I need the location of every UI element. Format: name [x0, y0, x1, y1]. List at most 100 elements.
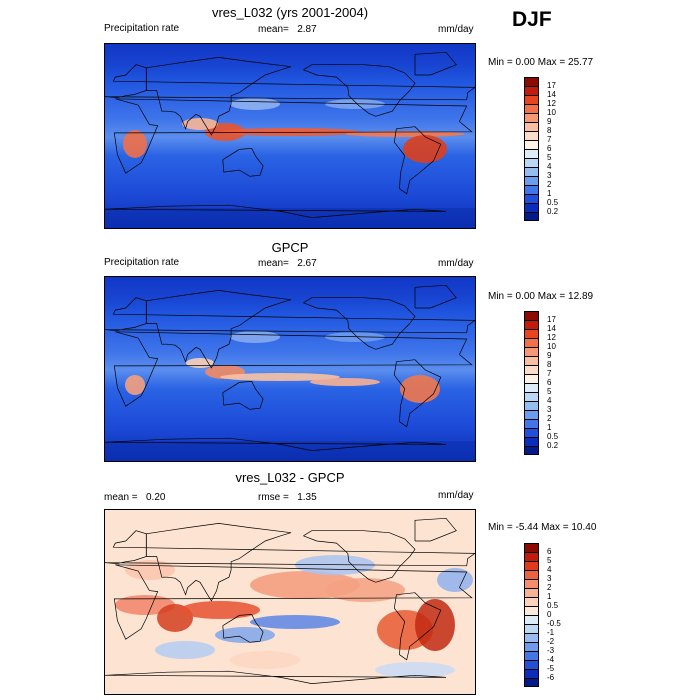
- colorbar-segment: [524, 212, 539, 221]
- panel-1-minmax: Min = 0.00 Max = 25.77: [488, 57, 594, 68]
- colorbar-tick-label: 3: [547, 405, 552, 414]
- colorbar-tick-label: 4: [547, 565, 552, 574]
- colorbar-tick-label: 6: [547, 144, 552, 153]
- coastline: [393, 126, 442, 195]
- colorbar-segment: [524, 419, 539, 428]
- colorbar-segment: [524, 606, 539, 615]
- colorbar-segment: [524, 77, 539, 86]
- colorbar-segment: [524, 347, 539, 356]
- colorbar-segment: [524, 122, 539, 131]
- colorbar-tick-label: 12: [547, 99, 556, 108]
- colorbar-segment: [524, 86, 539, 95]
- colorbar-tick-label: 5: [547, 387, 552, 396]
- colorbar-segment: [524, 104, 539, 113]
- panel-1-mean-label: mean=: [258, 24, 289, 35]
- colorbar-tick-label: 10: [547, 108, 556, 117]
- panel-1-units: mm/day: [438, 24, 474, 35]
- panel-2-mean: mean= 2.67: [258, 258, 317, 269]
- coastline: [105, 670, 447, 684]
- colorbar-tick-label: 4: [547, 396, 552, 405]
- colorbar-segment: [524, 588, 539, 597]
- colorbar-tick-label: 8: [547, 126, 552, 135]
- colorbar-tick-label: 9: [547, 117, 552, 126]
- colorbar-tick-label: 6: [547, 547, 552, 556]
- colorbar-segment: [524, 615, 539, 624]
- colorbar-segment: [524, 320, 539, 329]
- coastline: [105, 204, 447, 218]
- colorbar-segment: [524, 624, 539, 633]
- colorbar-segment: [524, 410, 539, 419]
- panel-2-variable-label: Precipitation rate: [104, 257, 180, 268]
- coastline: [222, 381, 264, 410]
- colorbar-tick-label: 1: [547, 189, 552, 198]
- colorbar-segment: [524, 383, 539, 392]
- colorbar-tick-label: 2: [547, 414, 552, 423]
- colorbar-segment: [524, 158, 539, 167]
- colorbar-tick-label: 0.5: [547, 432, 559, 441]
- model-map-canvas: [105, 44, 475, 228]
- panel-1-mean: mean= 2.87: [258, 24, 317, 35]
- panel-3-title: vres_L032 - GPCP: [235, 470, 345, 485]
- colorbar-tick-label: 0: [547, 610, 552, 619]
- colorbar-segment: [524, 633, 539, 642]
- colorbar-segment: [524, 678, 539, 687]
- colorbar-segment: [524, 167, 539, 176]
- colorbar-tick-label: 0.5: [547, 198, 559, 207]
- colorbar-segment: [524, 579, 539, 588]
- coastline: [222, 614, 264, 643]
- panel-1-map: [104, 43, 476, 229]
- colorbar-tick-label: 10: [547, 342, 556, 351]
- colorbar-tick-label: -5: [547, 664, 555, 673]
- colorbar-tick-label: 7: [547, 135, 552, 144]
- colorbar-segment: [524, 140, 539, 149]
- panel-2-minmax: Min = 0.00 Max = 12.89: [488, 291, 594, 302]
- colorbar-tick-label: -4: [547, 655, 555, 664]
- colorbar-tick-label: 4: [547, 162, 552, 171]
- panel-2-colorbar: [524, 311, 539, 455]
- colorbar-segment: [524, 552, 539, 561]
- colorbar-tick-label: 6: [547, 378, 552, 387]
- panel-1-mean-value: 2.87: [297, 24, 317, 35]
- panel-3-colorbar: [524, 543, 539, 687]
- colorbar-tick-label: -3: [547, 646, 555, 655]
- colorbar-segment: [524, 365, 539, 374]
- coastline: [414, 517, 457, 542]
- panel-3-units: mm/day: [438, 490, 474, 501]
- colorbar-tick-label: 2: [547, 180, 552, 189]
- colorbar-tick-label: 1: [547, 592, 552, 601]
- colorbar-tick-label: 2: [547, 583, 552, 592]
- panel-3-mean-label: mean =: [104, 492, 138, 503]
- colorbar-segment: [524, 642, 539, 651]
- colorbar-segment: [524, 669, 539, 678]
- colorbar-tick-label: 14: [547, 324, 556, 333]
- colorbar-segment: [524, 176, 539, 185]
- colorbar-segment: [524, 392, 539, 401]
- coastline: [393, 359, 442, 428]
- colorbar-tick-label: -2: [547, 637, 555, 646]
- panel-2-title: GPCP: [271, 240, 309, 255]
- coastline: [145, 523, 292, 602]
- panel-1-colorbar: [524, 77, 539, 221]
- colorbar-segment: [524, 570, 539, 579]
- colorbar-segment: [524, 113, 539, 122]
- coastline: [414, 284, 457, 309]
- colorbar-segment: [524, 446, 539, 455]
- panel-3-rmse: rmse = 1.35: [258, 492, 317, 503]
- coastline: [414, 51, 457, 76]
- coastline: [113, 331, 473, 407]
- coastline: [393, 592, 442, 661]
- colorbar-segment: [524, 194, 539, 203]
- colorbar-tick-label: 0.5: [547, 601, 559, 610]
- panel-3-mean: mean = 0.20: [104, 492, 165, 503]
- colorbar-tick-label: -0.5: [547, 619, 561, 628]
- colorbar-tick-label: -1: [547, 628, 555, 637]
- panel-3-map: [104, 509, 476, 695]
- panel-3-minmax: Min = -5.44 Max = 10.40: [488, 522, 597, 533]
- coastline: [113, 564, 473, 640]
- colorbar-tick-label: -6: [547, 673, 555, 682]
- colorbar-segment: [524, 428, 539, 437]
- panel-2-mean-value: 2.67: [297, 258, 317, 269]
- diff-map-canvas: [105, 510, 475, 694]
- colorbar-segment: [524, 374, 539, 383]
- coastline: [222, 148, 264, 177]
